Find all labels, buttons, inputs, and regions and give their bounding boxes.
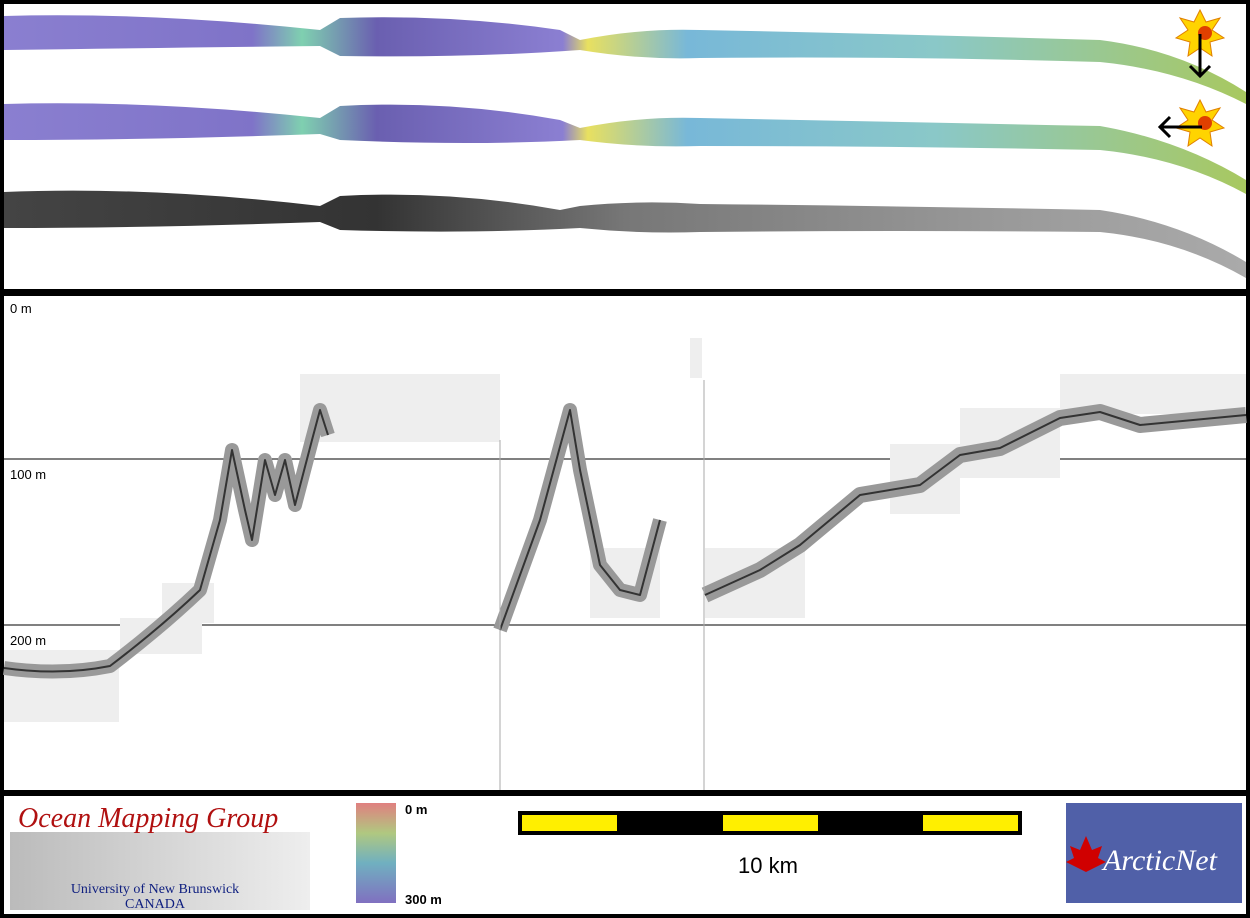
scale-bar xyxy=(518,811,1022,835)
sun-icon xyxy=(1157,8,1226,148)
swath-top xyxy=(4,15,1246,104)
colorbar-bottom: 300 m xyxy=(405,892,442,907)
logo-university: University of New Brunswick xyxy=(71,882,239,897)
maple-leaf xyxy=(1066,836,1106,872)
profile-trace xyxy=(3,380,1247,790)
colorbar-top: 0 m xyxy=(405,802,427,817)
echo-blocks xyxy=(4,338,1246,722)
scale-label: 10 km xyxy=(738,853,798,878)
depth-label: 200 m xyxy=(10,633,46,648)
swath-backscatter xyxy=(4,190,1246,278)
partner-name: ArcticNet xyxy=(1101,844,1218,877)
logo-country: CANADA xyxy=(125,897,186,912)
profile-panel xyxy=(4,296,1246,790)
colorbar xyxy=(356,803,396,903)
swath-middle xyxy=(4,103,1246,194)
logo-title: Ocean Mapping Group xyxy=(18,803,278,834)
omg-logo-bg xyxy=(10,832,310,910)
depth-label: 100 m xyxy=(10,467,46,482)
depth-label: 0 m xyxy=(10,301,32,316)
